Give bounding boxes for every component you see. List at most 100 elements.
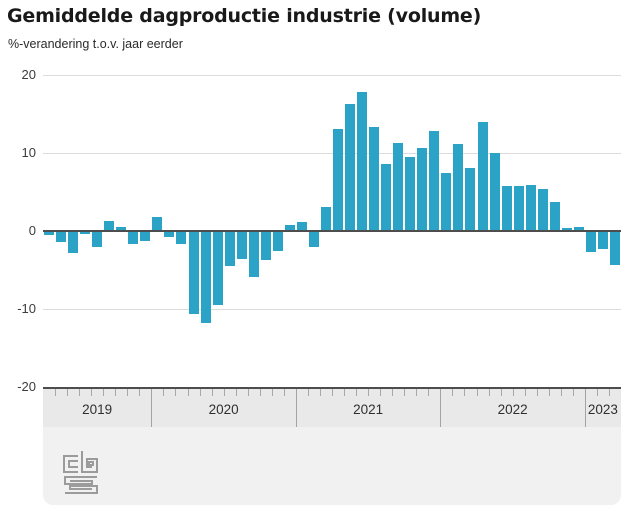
cbs-logo bbox=[63, 451, 98, 494]
bar-2022-07 bbox=[513, 185, 524, 230]
month-tick bbox=[259, 389, 261, 396]
month-tick bbox=[608, 389, 610, 396]
x-axis-year-band: 2019 2020 2021 2022 2023 bbox=[43, 387, 621, 427]
bar-2022-08 bbox=[525, 184, 536, 230]
bar-2019-08 bbox=[92, 232, 103, 247]
month-tick bbox=[596, 389, 598, 396]
month-tick bbox=[67, 389, 69, 396]
bar-2020-03 bbox=[176, 232, 187, 245]
month-tick bbox=[464, 389, 466, 396]
month-tick bbox=[103, 389, 105, 396]
bar-2021-03 bbox=[320, 207, 331, 230]
bar-2022-10 bbox=[549, 201, 560, 230]
bar-2022-12 bbox=[573, 226, 584, 230]
bar-2020-12 bbox=[284, 225, 295, 230]
bar-2021-09 bbox=[393, 142, 404, 230]
y-tick-label--10: -10 bbox=[17, 301, 36, 316]
bar-2020-04 bbox=[188, 232, 199, 314]
bar-2021-05 bbox=[345, 104, 356, 230]
bar-2019-11 bbox=[128, 232, 139, 244]
month-tick bbox=[476, 389, 478, 396]
bar-2023-02 bbox=[597, 232, 608, 250]
month-tick bbox=[211, 389, 213, 396]
month-tick bbox=[548, 389, 550, 396]
month-tick bbox=[139, 389, 141, 396]
bar-2020-11 bbox=[272, 232, 283, 251]
chart-subtitle: %-verandering t.o.v. jaar eerder bbox=[8, 37, 183, 51]
month-tick bbox=[235, 389, 237, 396]
y-tick-label-10: 10 bbox=[21, 145, 36, 160]
gridline-20 bbox=[43, 75, 621, 76]
month-tick bbox=[524, 389, 526, 396]
year-label-2021: 2021 bbox=[353, 402, 384, 417]
y-tick-label-0: 0 bbox=[28, 223, 36, 238]
year-separator bbox=[151, 389, 153, 427]
bar-2022-02 bbox=[453, 144, 464, 230]
month-tick bbox=[416, 389, 418, 396]
month-tick bbox=[392, 389, 394, 396]
month-tick bbox=[91, 389, 93, 396]
bar-2020-06 bbox=[212, 232, 223, 305]
zero-line bbox=[43, 230, 621, 232]
month-tick bbox=[163, 389, 165, 396]
month-tick bbox=[223, 389, 225, 396]
month-tick bbox=[368, 389, 370, 396]
year-segment-2022: 2022 bbox=[440, 389, 585, 427]
bar-2019-04 bbox=[44, 232, 55, 236]
month-tick bbox=[380, 389, 382, 396]
bar-2020-01 bbox=[152, 216, 163, 230]
bar-2021-07 bbox=[369, 127, 380, 230]
month-tick bbox=[271, 389, 273, 396]
bar-2021-02 bbox=[308, 232, 319, 247]
month-tick bbox=[55, 389, 57, 396]
year-label-2020: 2020 bbox=[208, 402, 239, 417]
bar-2021-01 bbox=[296, 222, 307, 230]
bar-2019-10 bbox=[116, 226, 127, 230]
month-tick bbox=[428, 389, 430, 396]
month-tick bbox=[199, 389, 201, 396]
month-tick bbox=[452, 389, 454, 396]
bar-2022-04 bbox=[477, 122, 488, 230]
bar-2022-03 bbox=[465, 168, 476, 230]
bar-2021-12 bbox=[429, 130, 440, 230]
y-tick-label-20: 20 bbox=[21, 67, 36, 82]
month-tick bbox=[332, 389, 333, 396]
bar-2019-09 bbox=[104, 221, 115, 230]
month-tick bbox=[536, 389, 538, 396]
month-tick bbox=[79, 389, 81, 396]
month-tick bbox=[319, 389, 321, 396]
bar-2021-06 bbox=[357, 91, 368, 230]
plot-area bbox=[43, 75, 621, 387]
year-separator bbox=[584, 389, 586, 427]
month-tick bbox=[488, 389, 490, 396]
month-tick bbox=[283, 389, 285, 396]
year-segment-2019: 2019 bbox=[43, 389, 151, 427]
year-separator bbox=[295, 389, 297, 427]
bar-2019-05 bbox=[56, 232, 67, 243]
bar-2019-07 bbox=[80, 232, 91, 234]
bar-2020-07 bbox=[224, 232, 235, 266]
chart-title: Gemiddelde dagproductie industrie (volum… bbox=[7, 5, 482, 27]
bar-2023-03 bbox=[609, 232, 620, 265]
bar-2021-11 bbox=[417, 148, 428, 230]
bar-2023-01 bbox=[585, 232, 596, 252]
month-tick bbox=[404, 389, 406, 396]
month-tick bbox=[572, 389, 574, 396]
year-label-2019: 2019 bbox=[82, 402, 113, 417]
month-tick bbox=[512, 389, 514, 396]
bar-2019-06 bbox=[68, 232, 79, 254]
bar-2020-02 bbox=[164, 232, 175, 237]
month-tick bbox=[115, 389, 117, 396]
year-separator bbox=[440, 389, 442, 427]
gridline-10 bbox=[43, 153, 621, 154]
bar-2020-08 bbox=[236, 232, 247, 259]
year-label-2022: 2022 bbox=[497, 402, 528, 417]
gridline--10 bbox=[43, 309, 621, 310]
month-tick bbox=[307, 389, 309, 396]
bar-2021-08 bbox=[381, 163, 392, 230]
month-tick bbox=[247, 389, 249, 396]
year-label-2023: 2023 bbox=[587, 402, 618, 417]
month-tick bbox=[560, 389, 562, 396]
bar-2022-05 bbox=[489, 152, 500, 230]
bar-2020-05 bbox=[200, 232, 211, 324]
